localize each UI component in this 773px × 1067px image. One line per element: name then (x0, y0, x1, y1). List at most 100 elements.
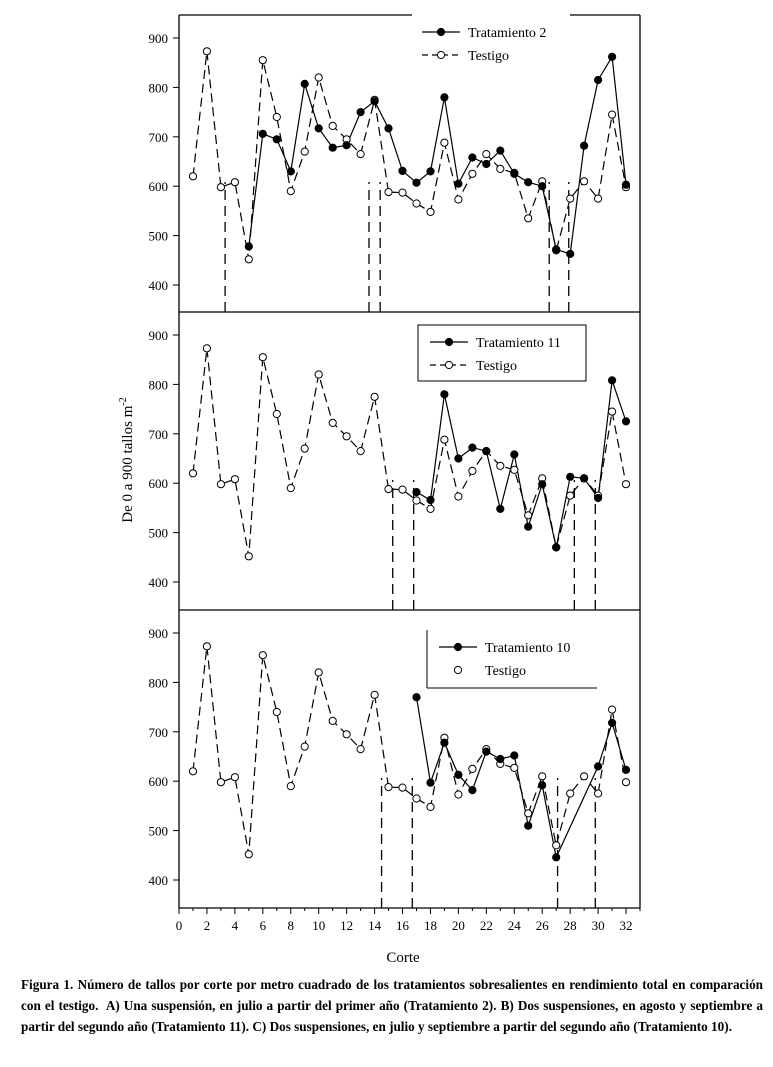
y-tick-label: 700 (149, 130, 169, 145)
series-line-treatment (415, 697, 627, 860)
treatment-point (412, 488, 421, 497)
y-tick-label: 500 (149, 526, 169, 541)
testigo-point (580, 177, 589, 186)
series-line-testigo (192, 646, 627, 855)
treatment-point (482, 447, 491, 456)
testigo-point (398, 188, 407, 197)
treatment-point (538, 182, 547, 191)
testigo-point (454, 492, 463, 501)
treatment-point (244, 242, 253, 251)
caption-lead: Figura 1. Número de tallos por corte por… (21, 977, 763, 1013)
testigo-point (426, 207, 435, 216)
testigo-point (230, 773, 239, 782)
y-tick-label: 700 (149, 725, 169, 740)
testigo-point (566, 491, 575, 500)
testigo-point (300, 444, 309, 453)
treatment-point (426, 167, 435, 176)
x-tick-label: 10 (312, 918, 325, 933)
legend-label: Tratamiento 11 (476, 336, 561, 351)
y-tick-label: 800 (149, 675, 169, 690)
testigo-point (496, 461, 505, 470)
series-line-treatment (248, 54, 627, 255)
caption-part-a: A) Una suspensión, en julio a partir del… (105, 998, 497, 1013)
testigo-point (314, 370, 323, 379)
treatment-point (370, 97, 379, 106)
testigo-point (566, 194, 575, 203)
testigo-point (384, 188, 393, 197)
testigo-point (384, 485, 393, 494)
testigo-point (412, 496, 421, 505)
testigo-point (398, 485, 407, 494)
treatment-point (621, 417, 631, 426)
testigo-point (244, 552, 253, 561)
testigo-point (370, 690, 379, 699)
series-line-testigo (192, 348, 627, 557)
testigo-point (510, 465, 519, 474)
testigo-point (566, 789, 575, 798)
treatment-point (496, 504, 505, 513)
treatment-point (384, 124, 393, 133)
y-tick-label: 400 (149, 278, 169, 293)
testigo-point (188, 172, 198, 181)
testigo-point (188, 469, 198, 478)
testigo-point (412, 794, 421, 803)
treatment-point (412, 178, 421, 187)
treatment-point (314, 124, 323, 133)
testigo-point (594, 194, 603, 203)
legend-label: Testigo (468, 49, 509, 64)
legend-marker-filled (436, 27, 446, 37)
x-tick-label: 6 (260, 918, 267, 933)
treatment-point (398, 166, 407, 175)
y-tick-label: 500 (149, 824, 169, 839)
testigo-point (468, 466, 477, 475)
treatment-point (608, 718, 617, 728)
testigo-point (468, 169, 477, 178)
testigo-point (552, 841, 561, 850)
testigo-point (328, 418, 337, 427)
y-tick-label: 600 (149, 774, 169, 789)
x-tick-label: 26 (536, 918, 550, 933)
treatment-point (510, 169, 519, 178)
treatment-point (258, 129, 267, 138)
series-line-testigo (192, 51, 627, 260)
testigo-point (608, 407, 617, 416)
treatment-point (538, 480, 547, 489)
treatment-point (580, 141, 589, 150)
y-tick-label: 900 (149, 328, 169, 343)
testigo-point (454, 790, 463, 799)
treatment-point (594, 75, 603, 85)
treatment-point (524, 522, 533, 531)
treatment-point (454, 454, 463, 463)
testigo-point (412, 199, 421, 208)
testigo-point (426, 802, 435, 812)
treatment-point (510, 751, 519, 760)
treatment-point (454, 770, 463, 779)
treatment-point (342, 141, 351, 150)
testigo-point (300, 147, 309, 156)
legend-marker-filled (453, 642, 463, 652)
y-tick-label: 600 (149, 179, 169, 194)
y-tick-label: 800 (149, 80, 169, 95)
x-tick-label: 20 (452, 918, 465, 933)
testigo-point (538, 772, 547, 781)
y-tick-label: 900 (149, 31, 169, 46)
testigo-point (384, 783, 393, 792)
treatment-point (468, 153, 477, 162)
x-axis-label: Corte (386, 950, 420, 966)
testigo-point (314, 73, 323, 82)
testigo-point (286, 782, 295, 791)
testigo-point (216, 183, 225, 192)
testigo-point (524, 214, 533, 223)
treatment-point (426, 495, 435, 505)
treatment-point (440, 390, 449, 399)
treatment-point (300, 79, 309, 89)
caption-part-c: C) Dos suspensiones, en julio y septiemb… (252, 1019, 732, 1034)
treatment-point (412, 693, 421, 702)
legend-label: Tratamiento 10 (485, 641, 570, 656)
x-axis: 0 2 4 6 8 10 12 14 16 18 20 22 24 26 28 30 32 (176, 908, 641, 933)
x-tick-label: 12 (340, 918, 353, 933)
treatment-point (524, 821, 533, 830)
testigo-point (370, 392, 379, 401)
x-tick-label: 18 (424, 918, 437, 933)
legend-background (425, 624, 599, 688)
